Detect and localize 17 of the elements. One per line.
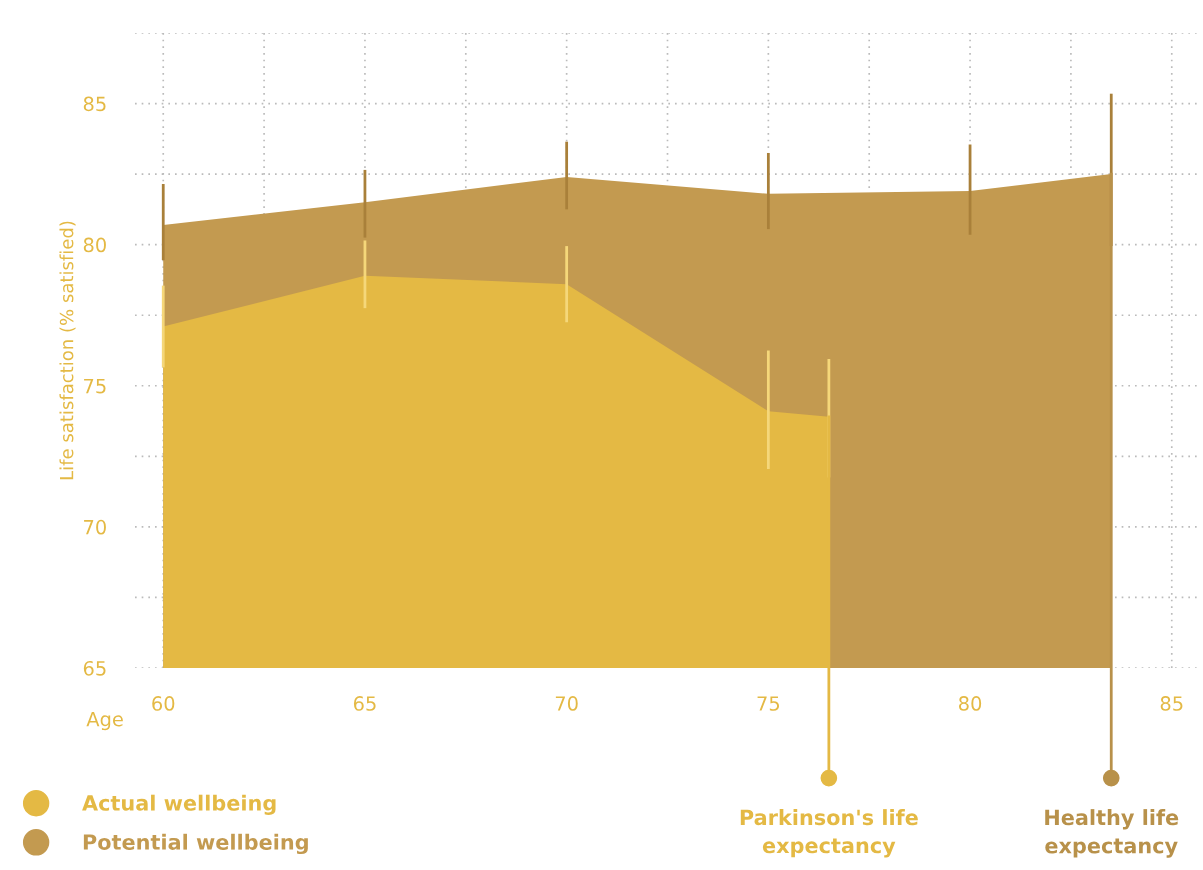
legend-label: Actual wellbeing <box>82 794 276 816</box>
x-tick-label: 85 <box>1160 696 1183 711</box>
x-tick-label: 70 <box>555 696 578 711</box>
x-axis-title: Age <box>86 711 123 731</box>
ref-line-label: Parkinson's life expectancy <box>740 809 918 858</box>
y-tick-label: 70 <box>84 519 106 535</box>
y-tick-label: 85 <box>83 96 106 112</box>
x-tick-label: 80 <box>959 696 982 711</box>
x-tick-label: 60 <box>152 696 175 711</box>
x-tick-label: 65 <box>353 696 376 711</box>
y-tick-label: 80 <box>83 237 106 253</box>
x-tick-label: 75 <box>757 696 780 711</box>
y-tick-label: 65 <box>83 660 106 676</box>
legend-label: Potential wellbeing <box>83 833 308 855</box>
ref-line-label: Healthy life expectancy <box>1045 809 1179 858</box>
y-axis-title: Life satisfaction (% satisfied) <box>59 221 76 480</box>
y-tick-label: 75 <box>84 378 106 394</box>
